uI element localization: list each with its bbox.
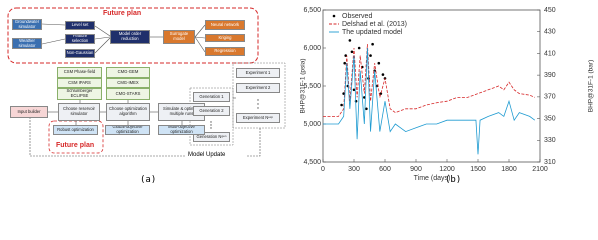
legend-label: Delshad et al. (2013) (342, 21, 407, 28)
series-line (323, 44, 535, 117)
y2-tick-label: 310 (544, 159, 556, 166)
y2-tick-label: 430 (544, 29, 556, 36)
data-point (352, 88, 356, 92)
node: CSM IPARS (57, 78, 102, 88)
node: Groundwater simulator (12, 19, 42, 30)
arrows (29, 23, 261, 157)
legend-label: The updated model (342, 29, 403, 36)
node: Feature selection (65, 34, 95, 44)
x-tick-label: 1500 (470, 166, 486, 173)
y2-tick-label: 370 (544, 94, 556, 101)
node: CMG-STARS (106, 88, 150, 100)
node: Multi-objective optimization (158, 125, 205, 135)
diagram-connectors (7, 7, 286, 157)
node: Regression (205, 47, 245, 56)
data-point (340, 103, 343, 107)
x-tick-label: 900 (410, 166, 422, 173)
node: Level set (65, 21, 95, 30)
data-point (363, 96, 366, 99)
data-point (343, 61, 346, 65)
node-subscript: exp (268, 115, 274, 120)
y2-tick-label: 450 (544, 7, 556, 14)
node: Generation 2 (193, 106, 230, 116)
node: Input builder (10, 106, 48, 118)
node: Global-objective optimization (105, 125, 150, 135)
x-tick-label: 1800 (501, 166, 517, 173)
y2-axis-title: BHP@31F-1 (bar) (588, 60, 595, 112)
y-tick-label: 6,000 (303, 45, 321, 52)
node-subscript: gen (221, 134, 227, 139)
caption: (a) (140, 175, 157, 185)
y-tick-label: 5,000 (303, 121, 321, 128)
data-point (357, 46, 361, 50)
data-point (377, 61, 381, 65)
data-point (369, 54, 372, 57)
y-tick-label: 4,500 (303, 159, 321, 166)
future-plan-label: Future plan (103, 10, 142, 17)
node: Experiment 1 (236, 68, 280, 78)
node: Generation 1 (193, 92, 230, 102)
node: Non-Gaussian (65, 49, 95, 58)
node: CMG-GEM (106, 67, 150, 78)
y-tick-label: 5,500 (303, 83, 321, 90)
node: Choose optimization algorithm (106, 103, 150, 121)
experiment-group (232, 62, 286, 129)
data-point (365, 107, 368, 111)
node: Choose reservoir simulator (58, 103, 100, 121)
node: Experiment 2 (236, 83, 280, 93)
chart: Time (days) 0 300 600 900 1200 1500 1800 2100 4,… (300, 7, 595, 182)
node: Model order reduction (110, 30, 150, 44)
y2-tick-label: 410 (544, 50, 556, 57)
node: Robust optimization (53, 125, 98, 135)
node: Surrogate model (163, 30, 195, 44)
data-point (348, 39, 352, 42)
x-tick-label: 1200 (439, 166, 455, 173)
legend-marker (332, 14, 336, 18)
x-tick-label: 300 (348, 166, 360, 173)
node-label: Experiment N (242, 114, 269, 120)
node: Kriging (205, 34, 245, 42)
node: CMG-IMEX (106, 78, 150, 88)
y2-tick-label: 330 (544, 137, 556, 144)
model-update-label: Model Update (186, 152, 228, 158)
x-axis-title: Time (days) (414, 175, 451, 182)
future-plan-label: Future plan (56, 142, 95, 149)
node-label: Generation N (196, 133, 222, 139)
y2-tick-label: 390 (544, 72, 556, 79)
caption: (b) (445, 175, 462, 185)
x-tick-label: 2100 (532, 166, 548, 173)
y-tick-label: 6,500 (303, 7, 321, 14)
data-point (381, 73, 385, 76)
x-tick-label: 0 (321, 166, 325, 173)
node: Neural network (205, 20, 245, 30)
node: Schlumberger ECLIPSE (57, 88, 102, 100)
future-plan-region (7, 7, 259, 64)
x-tick-label: 600 (379, 166, 391, 173)
y-axis-title: BHP@31F-1 (psia) (300, 58, 307, 113)
data-point (371, 42, 374, 46)
series-line (323, 47, 536, 155)
data-point (350, 50, 354, 54)
node: CSM Phase-field (57, 67, 102, 78)
dots (210, 99, 259, 129)
y2-tick-label: 350 (544, 115, 556, 122)
node: Weather simulator (12, 38, 42, 49)
page: Future plan Groundwater simulator Weathe… (7, 6, 595, 185)
data-point (379, 92, 383, 95)
legend-label: Observed (342, 13, 372, 20)
